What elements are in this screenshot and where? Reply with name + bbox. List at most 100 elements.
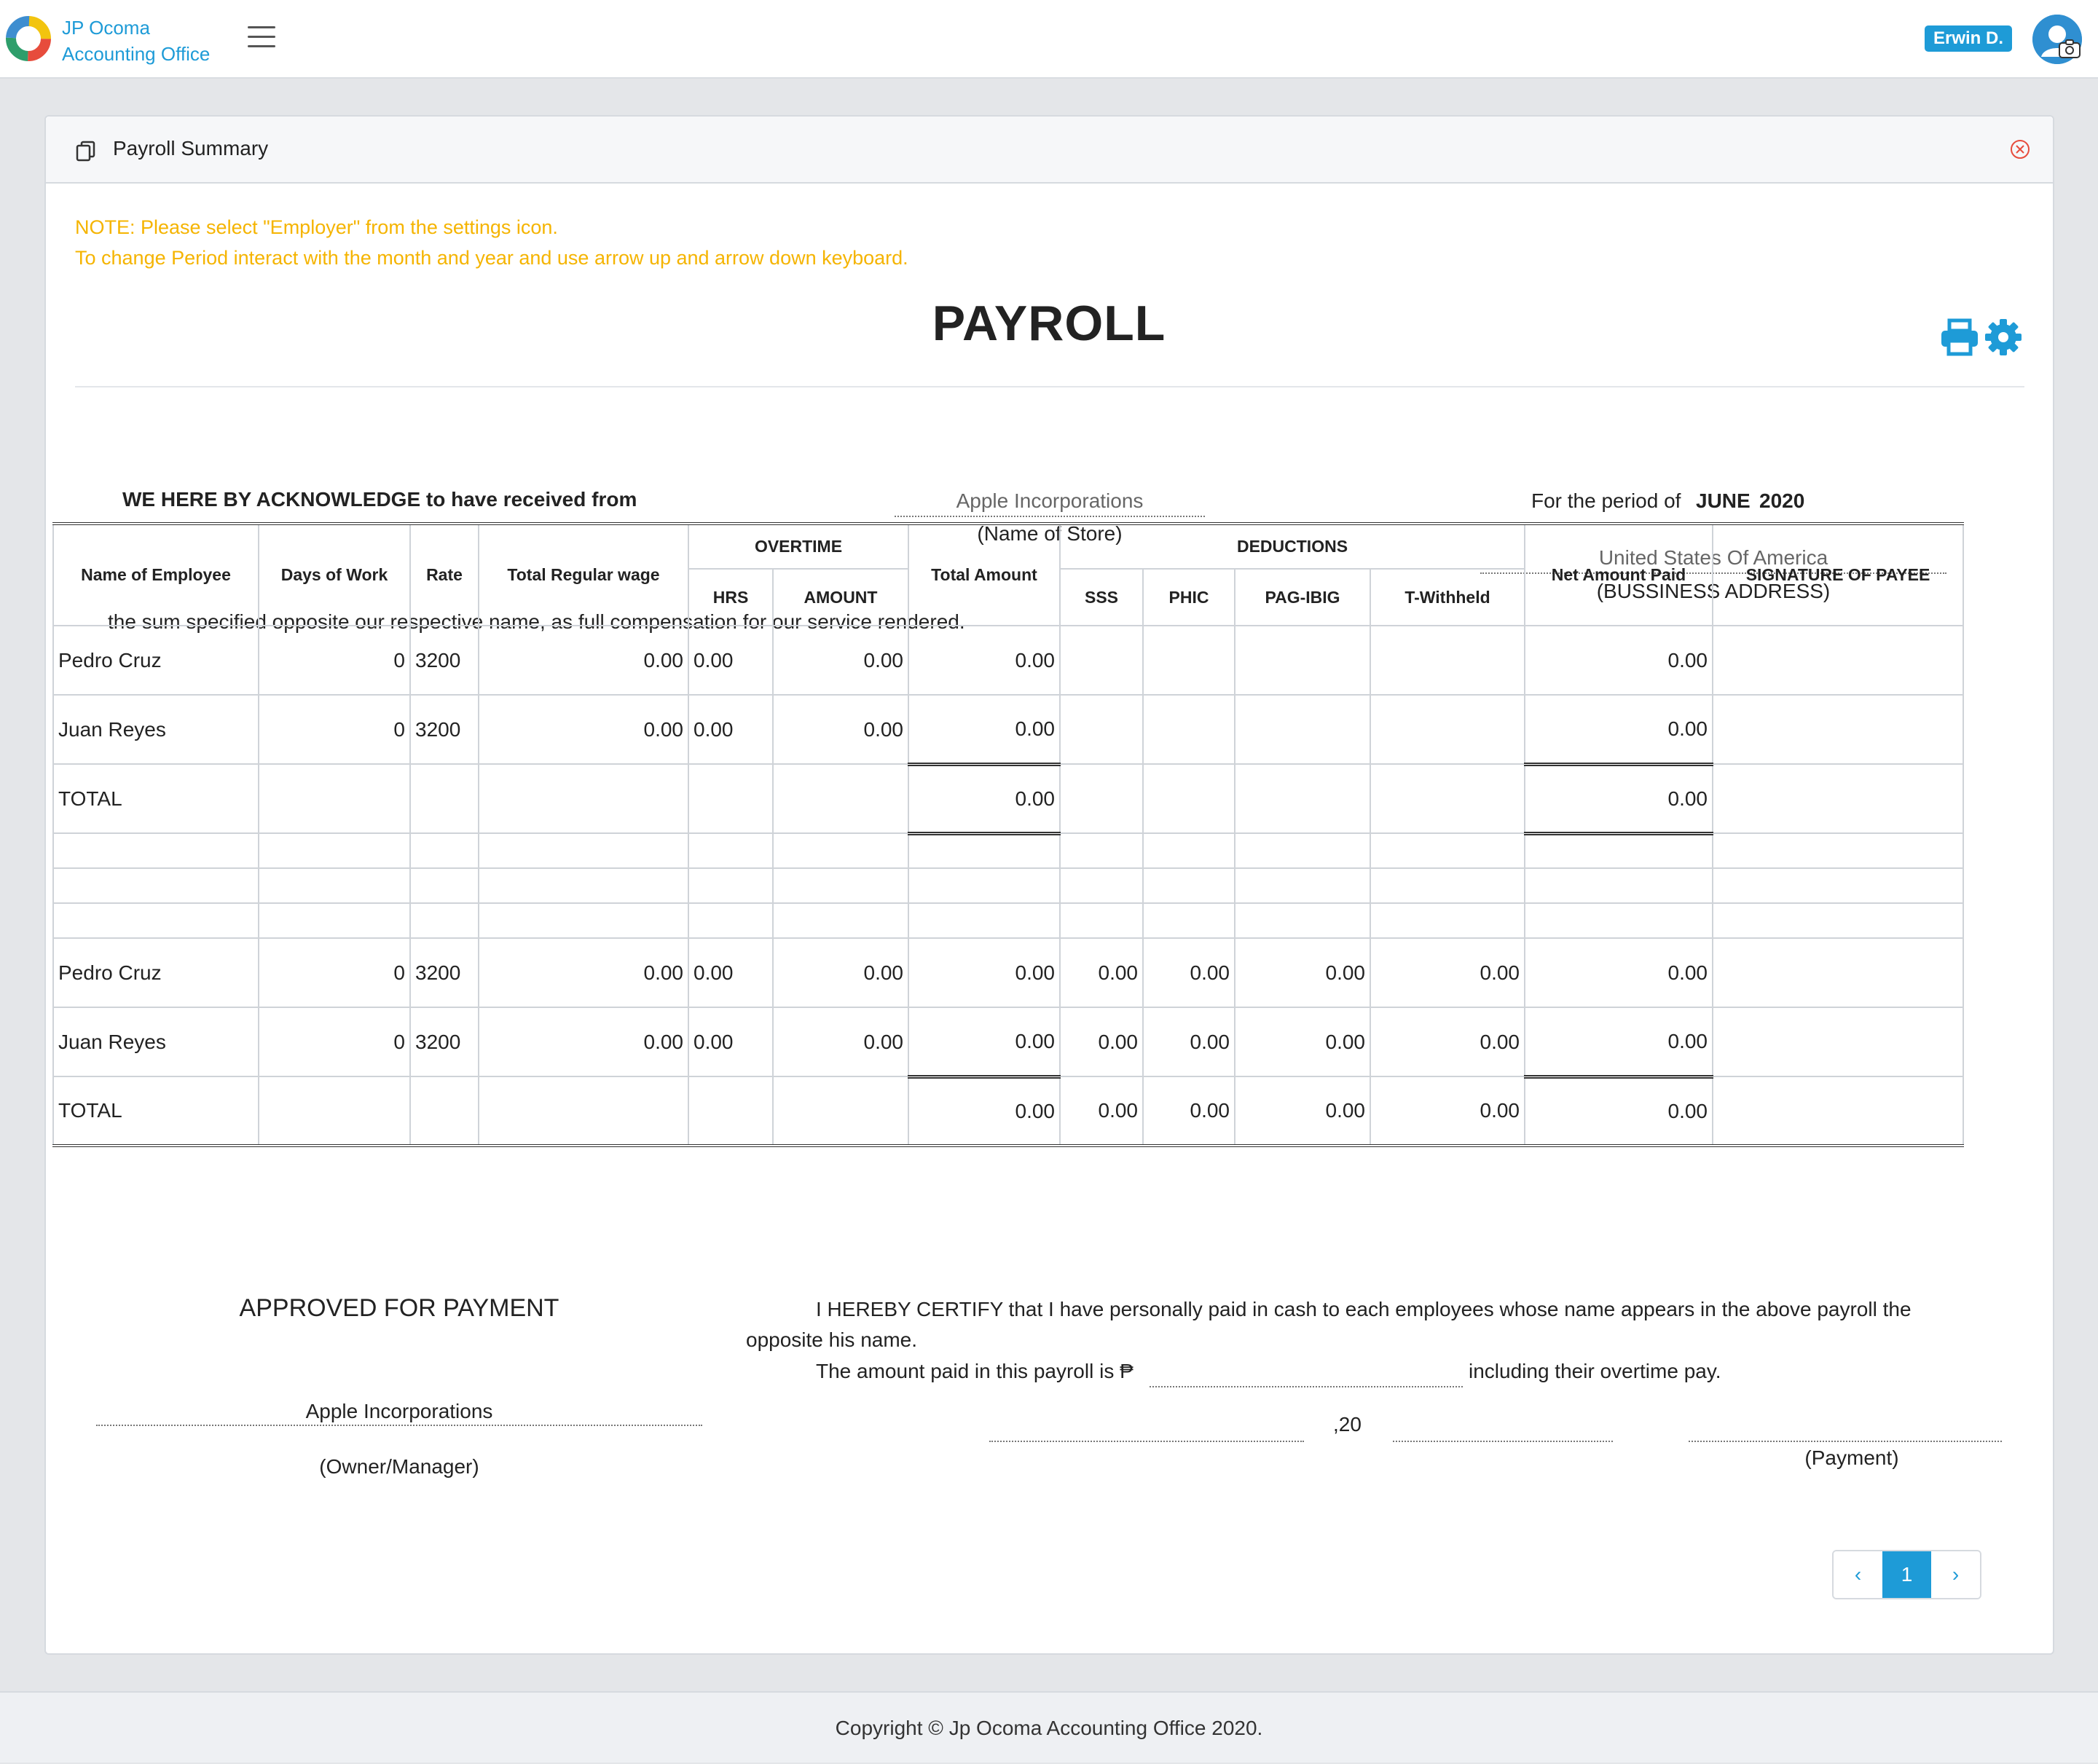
camera-icon[interactable] [2059,39,2081,58]
certify-line-2: opposite his name. [746,1328,918,1351]
payment-signature-line[interactable] [1689,1441,2002,1442]
cell-days: 0 [258,937,411,1008]
table-row: Pedro Cruz 0 3200 0.00 0.00 0.00 0.00 0.… [52,625,1964,696]
year-field[interactable] [1393,1441,1613,1442]
cell-pagibig [1234,694,1371,765]
table-row: Pedro Cruz 0 3200 0.00 0.00 0.00 0.00 0.… [52,937,1964,1008]
cell-twithheld: 0.00 [1370,1007,1525,1077]
cell-hrs: 0.00 [688,694,774,765]
cell-total: 0.00 [908,694,1061,766]
cell-phic: 0.00 [1142,1007,1235,1077]
payroll-title: PAYROLL [932,296,1166,351]
certify-line-1: I HEREBY CERTIFY that I have personally … [816,1298,1912,1320]
cell-signature [1712,625,1964,696]
toolbar [1939,317,2024,361]
store-name-line [895,516,1205,517]
header-name: Name of Employee [52,523,259,626]
copy-icon [76,141,95,162]
cell-pagibig: 0.00 [1234,1007,1371,1077]
footer: Copyright © Jp Ocoma Accounting Office 2… [0,1691,2098,1763]
header-pagibig: PAG-IBIG [1234,568,1371,626]
cell-regular: 0.00 [478,937,689,1008]
pagination: ‹ 1 › [1832,1550,1981,1599]
page-1-button[interactable]: 1 [1882,1551,1931,1598]
brand-name[interactable]: JP Ocoma Accounting Office [62,15,210,67]
year-prefix: ,20 [1333,1413,1362,1436]
total-pagibig: 0.00 [1234,1076,1371,1146]
cell-net: 0.00 [1524,694,1713,766]
owner-name: Apple Incorporations [305,1400,493,1422]
card-title: Payroll Summary [113,137,269,160]
cell-days: 0 [258,625,411,696]
total-sss: 0.00 [1059,1076,1144,1146]
note-line-2: To change Period interact with the month… [75,247,908,269]
cell-signature [1712,937,1964,1008]
print-icon[interactable] [1939,317,1980,358]
total-amount: 0.00 [908,763,1061,835]
prev-page-button[interactable]: ‹ [1834,1551,1882,1598]
cell-days: 0 [258,1007,411,1077]
cell-sss: 0.00 [1059,1007,1144,1077]
cell-pagibig: 0.00 [1234,937,1371,1008]
header-twithheld: T-Withheld [1370,568,1525,626]
cell-regular: 0.00 [478,694,689,765]
payroll-table: Name of Employee Days of Work Rate Total… [52,522,1964,1147]
cell-twithheld [1370,625,1525,696]
cell-amount: 0.00 [772,625,909,696]
cell-phic: 0.00 [1142,937,1235,1008]
header-net-amount: Net Amount Paid [1524,523,1713,626]
owner-signature-line [96,1425,702,1426]
date-field[interactable] [989,1441,1304,1442]
header-sss: SSS [1059,568,1144,626]
header-signature: SIGNATURE OF PAYEE [1712,523,1964,626]
amount-paid-field[interactable] [1150,1386,1463,1387]
user-name-badge[interactable]: Erwin D. [1925,25,2013,52]
cell-sss: 0.00 [1059,937,1144,1008]
cell-total: 0.00 [908,625,1061,696]
cell-twithheld: 0.00 [1370,937,1525,1008]
cell-signature [1712,1007,1964,1077]
cell-hrs: 0.00 [688,937,774,1008]
payment-caption: (Payment) [1804,1446,1899,1469]
store-name: Apple Incorporations [956,489,1144,512]
menu-toggle-icon[interactable] [248,26,275,50]
cell-twithheld [1370,694,1525,765]
header-hrs: HRS [688,568,774,626]
table-row: Juan Reyes 0 3200 0.00 0.00 0.00 0.00 0.… [52,694,1964,766]
owner-caption: (Owner/Manager) [319,1455,479,1478]
card-header: Payroll Summary [46,117,2053,184]
close-icon[interactable] [2009,138,2031,160]
cell-regular: 0.00 [478,1007,689,1077]
cell-phic [1142,625,1235,696]
settings-gear-icon[interactable] [1983,317,2024,358]
acknowledge-text: WE HERE BY ACKNOWLEDGE to have received … [122,488,637,511]
header-phic: PHIC [1142,568,1235,626]
cell-days: 0 [258,694,411,765]
table-row: Juan Reyes 0 3200 0.00 0.00 0.00 0.00 0.… [52,1007,1964,1079]
cell-total: 0.00 [908,1007,1061,1079]
cell-rate: 3200 [409,937,479,1008]
cell-name: Juan Reyes [52,694,259,765]
period-month[interactable]: JUNE [1696,489,1751,512]
header-deductions: DEDUCTIONS [1059,523,1525,570]
blank-row [52,867,1964,904]
cell-amount: 0.00 [772,694,909,765]
total-twithheld: 0.00 [1370,1076,1525,1146]
cell-net: 0.00 [1524,937,1713,1008]
total-label: TOTAL [52,1076,259,1146]
cell-phic [1142,694,1235,765]
total-row: TOTAL 0.00 0.00 [52,763,1964,835]
cell-signature [1712,694,1964,765]
app-logo-icon[interactable] [3,13,54,64]
period-year[interactable]: 2020 [1759,489,1805,512]
next-page-button[interactable]: › [1931,1551,1980,1598]
cell-net: 0.00 [1524,1007,1713,1079]
cell-name: Pedro Cruz [52,937,259,1008]
cell-rate: 3200 [409,625,479,696]
total-label: TOTAL [52,763,259,834]
total-amount: 0.00 [908,1076,1061,1146]
blank-row [52,832,1964,869]
total-net: 0.00 [1524,763,1713,835]
top-navbar: JP Ocoma Accounting Office Erwin D. [0,0,2098,79]
cell-sss [1059,625,1144,696]
